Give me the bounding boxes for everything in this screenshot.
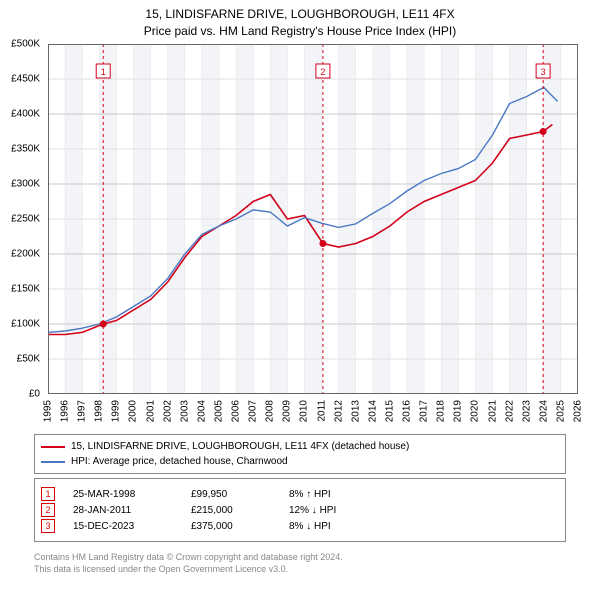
x-tick-label: 2003 xyxy=(179,400,190,422)
x-tick-label: 2017 xyxy=(419,400,430,422)
x-tick-label: 2012 xyxy=(333,400,344,422)
x-tick-label: 1998 xyxy=(94,400,105,422)
y-tick-label: £350K xyxy=(11,144,40,155)
x-tick-label: 2002 xyxy=(162,400,173,422)
footer-line2: This data is licensed under the Open Gov… xyxy=(34,564,566,576)
x-tick-label: 2009 xyxy=(282,400,293,422)
x-tick-label: 1999 xyxy=(111,400,122,422)
event-date: 28-JAN-2011 xyxy=(73,505,173,516)
legend-row-hpi: HPI: Average price, detached house, Char… xyxy=(41,454,559,469)
footer-line1: Contains HM Land Registry data © Crown c… xyxy=(34,552,566,564)
y-tick-label: £300K xyxy=(11,179,40,190)
x-tick-label: 2006 xyxy=(231,400,242,422)
chart-area: 1 2 3 xyxy=(48,44,578,394)
y-tick-label: £500K xyxy=(11,39,40,50)
legend: 15, LINDISFARNE DRIVE, LOUGHBOROUGH, LE1… xyxy=(34,434,566,474)
event-row: 2 28-JAN-2011 £215,000 12% ↓ HPI xyxy=(41,503,559,517)
x-tick-label: 1997 xyxy=(77,400,88,422)
x-tick-label: 1996 xyxy=(60,400,71,422)
x-tick-label: 2013 xyxy=(350,400,361,422)
chart-container: 15, LINDISFARNE DRIVE, LOUGHBOROUGH, LE1… xyxy=(0,0,600,590)
y-tick-label: £400K xyxy=(11,109,40,120)
svg-text:1: 1 xyxy=(101,67,106,77)
x-tick-label: 2010 xyxy=(299,400,310,422)
y-tick-label: £0 xyxy=(29,389,40,400)
y-tick-label: £150K xyxy=(11,284,40,295)
x-tick-label: 2011 xyxy=(316,400,327,422)
event-delta: 12% ↓ HPI xyxy=(289,505,336,516)
legend-swatch-hpi xyxy=(41,461,65,463)
legend-swatch-property xyxy=(41,446,65,448)
event-badge: 1 xyxy=(41,487,55,501)
x-tick-label: 2005 xyxy=(213,400,224,422)
x-tick-label: 2022 xyxy=(504,400,515,422)
x-tick-label: 2019 xyxy=(453,400,464,422)
x-tick-label: 2021 xyxy=(487,400,498,422)
y-tick-label: £50K xyxy=(17,354,40,365)
x-tick-label: 2007 xyxy=(248,400,259,422)
event-date: 25-MAR-1998 xyxy=(73,489,173,500)
x-tick-label: 2000 xyxy=(128,400,139,422)
y-tick-label: £250K xyxy=(11,214,40,225)
y-tick-label: £100K xyxy=(11,319,40,330)
x-tick-label: 2025 xyxy=(555,400,566,422)
legend-label-hpi: HPI: Average price, detached house, Char… xyxy=(71,454,288,469)
event-price: £215,000 xyxy=(191,505,271,516)
event-row: 3 15-DEC-2023 £375,000 8% ↓ HPI xyxy=(41,519,559,533)
chart-svg: 1 2 3 xyxy=(48,44,578,394)
x-tick-label: 1995 xyxy=(43,400,54,422)
legend-row-property: 15, LINDISFARNE DRIVE, LOUGHBOROUGH, LE1… xyxy=(41,439,559,454)
x-axis-labels: 1995199619971998199920002001200220032004… xyxy=(48,398,578,438)
event-date: 15-DEC-2023 xyxy=(73,521,173,532)
x-tick-label: 2024 xyxy=(538,400,549,422)
event-price: £375,000 xyxy=(191,521,271,532)
x-tick-label: 2008 xyxy=(265,400,276,422)
x-tick-label: 2023 xyxy=(521,400,532,422)
svg-text:3: 3 xyxy=(541,67,546,77)
x-tick-label: 2018 xyxy=(436,400,447,422)
x-tick-label: 2004 xyxy=(196,400,207,422)
event-delta: 8% ↓ HPI xyxy=(289,521,331,532)
x-tick-label: 2001 xyxy=(145,400,156,422)
event-row: 1 25-MAR-1998 £99,950 8% ↑ HPI xyxy=(41,487,559,501)
event-badge: 3 xyxy=(41,519,55,533)
y-tick-label: £200K xyxy=(11,249,40,260)
events-table: 1 25-MAR-1998 £99,950 8% ↑ HPI 2 28-JAN-2011 £… xyxy=(34,478,566,542)
y-axis-labels: £0£50K£100K£150K£200K£250K£300K£350K£400… xyxy=(0,44,44,394)
event-delta: 8% ↑ HPI xyxy=(289,489,331,500)
title-block: 15, LINDISFARNE DRIVE, LOUGHBOROUGH, LE1… xyxy=(0,0,600,40)
title-line2: Price paid vs. HM Land Registry's House … xyxy=(0,23,600,40)
x-tick-label: 2026 xyxy=(573,400,584,422)
title-line1: 15, LINDISFARNE DRIVE, LOUGHBOROUGH, LE1… xyxy=(0,6,600,23)
legend-label-property: 15, LINDISFARNE DRIVE, LOUGHBOROUGH, LE1… xyxy=(71,439,409,454)
x-tick-label: 2014 xyxy=(367,400,378,422)
svg-text:2: 2 xyxy=(320,67,325,77)
x-tick-label: 2020 xyxy=(470,400,481,422)
x-tick-label: 2015 xyxy=(384,400,395,422)
event-price: £99,950 xyxy=(191,489,271,500)
x-tick-label: 2016 xyxy=(402,400,413,422)
event-badge: 2 xyxy=(41,503,55,517)
y-tick-label: £450K xyxy=(11,74,40,85)
footer: Contains HM Land Registry data © Crown c… xyxy=(34,552,566,575)
